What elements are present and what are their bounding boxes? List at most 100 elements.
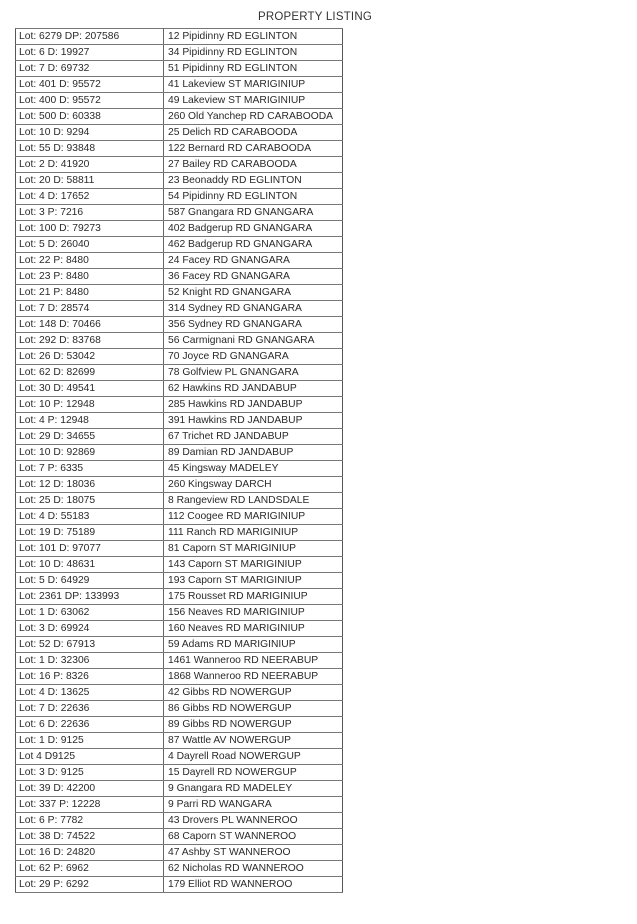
lot-cell: Lot: 38 D: 74522 — [15, 828, 164, 845]
address-cell: 111 Ranch RD MARIGINIUP — [163, 524, 343, 541]
table-row: Lot: 100 D: 79273 402 Badgerup RD GNANGAR… — [15, 220, 343, 237]
lot-cell: Lot: 12 D: 18036 — [15, 476, 164, 493]
table-row: Lot: 38 D: 74522 68 Caporn ST WANNEROO — [15, 828, 343, 845]
address-cell: 179 Elliot RD WANNEROO — [163, 876, 343, 893]
table-row: Lot: 30 D: 49541 62 Hawkins RD JANDABUP — [15, 380, 343, 397]
address-cell: 9 Parri RD WANGARA — [163, 796, 343, 813]
address-cell: 356 Sydney RD GNANGARA — [163, 316, 343, 333]
table-row: Lot: 101 D: 97077 81 Caporn ST MARIGINIUP — [15, 540, 343, 557]
address-cell: 156 Neaves RD MARIGINIUP — [163, 604, 343, 621]
address-cell: 25 Delich RD CARABOODA — [163, 124, 343, 141]
address-cell: 68 Caporn ST WANNEROO — [163, 828, 343, 845]
lot-cell: Lot: 3 D: 69924 — [15, 620, 164, 637]
table-row: Lot: 4 D: 13625 42 Gibbs RD NOWERGUP — [15, 684, 343, 701]
lot-cell: Lot: 4 P: 12948 — [15, 412, 164, 429]
address-cell: 43 Drovers PL WANNEROO — [163, 812, 343, 829]
address-cell: 52 Knight RD GNANGARA — [163, 284, 343, 301]
table-row: Lot: 2 D: 41920 27 Bailey RD CARABOODA — [15, 156, 343, 173]
table-row: Lot: 16 D: 24820 47 Ashby ST WANNEROO — [15, 844, 343, 861]
lot-cell: Lot: 1 D: 63062 — [15, 604, 164, 621]
lot-cell: Lot: 6 D: 19927 — [15, 44, 164, 61]
lot-cell: Lot: 21 P: 8480 — [15, 284, 164, 301]
address-cell: 81 Caporn ST MARIGINIUP — [163, 540, 343, 557]
address-cell: 8 Rangeview RD LANDSDALE — [163, 492, 343, 509]
table-row: Lot: 23 P: 8480 36 Facey RD GNANGARA — [15, 268, 343, 285]
table-row: Lot: 55 D: 93848 122 Bernard RD CARABOODA — [15, 140, 343, 157]
lot-cell: Lot: 29 D: 34655 — [15, 428, 164, 445]
lot-cell: Lot: 55 D: 93848 — [15, 140, 164, 157]
table-row: Lot: 3 P: 7216 587 Gnangara RD GNANGARA — [15, 204, 343, 221]
lot-cell: Lot: 62 P: 6962 — [15, 860, 164, 877]
address-cell: 122 Bernard RD CARABOODA — [163, 140, 343, 157]
lot-cell: Lot: 3 P: 7216 — [15, 204, 164, 221]
address-cell: 285 Hawkins RD JANDABUP — [163, 396, 343, 413]
table-row: Lot: 62 D: 82699 78 Golfview PL GNANGARA — [15, 364, 343, 381]
table-row: Lot: 16 P: 8326 1868 Wanneroo RD NEERABUP — [15, 668, 343, 685]
address-cell: 12 Pipidinny RD EGLINTON — [163, 28, 343, 45]
lot-cell: Lot: 7 D: 69732 — [15, 60, 164, 77]
lot-cell: Lot: 4 D: 13625 — [15, 684, 164, 701]
lot-cell: Lot: 10 D: 92869 — [15, 444, 164, 461]
address-cell: 34 Pipidinny RD EGLINTON — [163, 44, 343, 61]
table-row: Lot: 5 D: 26040 462 Badgerup RD GNANGARA — [15, 236, 343, 253]
lot-cell: Lot: 1 D: 9125 — [15, 732, 164, 749]
lot-cell: Lot: 10 D: 48631 — [15, 556, 164, 573]
address-cell: 67 Trichet RD JANDABUP — [163, 428, 343, 445]
table-row: Lot: 6 D: 19927 34 Pipidinny RD EGLINTON — [15, 44, 343, 61]
table-row: Lot: 7 D: 69732 51 Pipidinny RD EGLINTON — [15, 60, 343, 77]
table-row: Lot: 1 D: 9125 87 Wattle AV NOWERGUP — [15, 732, 343, 749]
address-cell: 45 Kingsway MADELEY — [163, 460, 343, 477]
address-cell: 160 Neaves RD MARIGINIUP — [163, 620, 343, 637]
table-row: Lot: 500 D: 60338 260 Old Yanchep RD CARA… — [15, 108, 343, 125]
address-cell: 62 Hawkins RD JANDABUP — [163, 380, 343, 397]
lot-cell: Lot: 4 D: 55183 — [15, 508, 164, 525]
lot-cell: Lot: 39 D: 42200 — [15, 780, 164, 797]
lot-cell: Lot: 52 D: 67913 — [15, 636, 164, 653]
lot-cell: Lot: 20 D: 58811 — [15, 172, 164, 189]
address-cell: 260 Kingsway DARCH — [163, 476, 343, 493]
page-title: PROPERTY LISTING — [258, 11, 372, 23]
address-cell: 36 Facey RD GNANGARA — [163, 268, 343, 285]
table-row: Lot: 1 D: 63062 156 Neaves RD MARIGINIUP — [15, 604, 343, 621]
table-row: Lot: 19 D: 75189 111 Ranch RD MARIGINIUP — [15, 524, 343, 541]
address-cell: 56 Carmignani RD GNANGARA — [163, 332, 343, 349]
lot-cell: Lot: 7 P: 6335 — [15, 460, 164, 477]
address-cell: 1868 Wanneroo RD NEERABUP — [163, 668, 343, 685]
table-row: Lot: 22 P: 8480 24 Facey RD GNANGARA — [15, 252, 343, 269]
lot-cell: Lot: 26 D: 53042 — [15, 348, 164, 365]
lot-cell: Lot: 16 P: 8326 — [15, 668, 164, 685]
address-cell: 193 Caporn ST MARIGINIUP — [163, 572, 343, 589]
table-row: Lot: 21 P: 8480 52 Knight RD GNANGARA — [15, 284, 343, 301]
table-row: Lot: 4 D: 17652 54 Pipidinny RD EGLINTON — [15, 188, 343, 205]
lot-cell: Lot: 16 D: 24820 — [15, 844, 164, 861]
property-table: Lot: 6279 DP: 207586 12 Pipidinny RD EGLI… — [15, 28, 343, 893]
table-row: Lot: 29 D: 34655 67 Trichet RD JANDABUP — [15, 428, 343, 445]
address-cell: 260 Old Yanchep RD CARABOODA — [163, 108, 343, 125]
address-cell: 42 Gibbs RD NOWERGUP — [163, 684, 343, 701]
lot-cell: Lot: 7 D: 22636 — [15, 700, 164, 717]
table-row: Lot: 4 D: 55183 112 Coogee RD MARIGINIUP — [15, 508, 343, 525]
address-cell: 24 Facey RD GNANGARA — [163, 252, 343, 269]
lot-cell: Lot: 1 D: 32306 — [15, 652, 164, 669]
address-cell: 15 Dayrell RD NOWERGUP — [163, 764, 343, 781]
lot-cell: Lot: 2 D: 41920 — [15, 156, 164, 173]
table-row: Lot: 400 D: 95572 49 Lakeview ST MARIGINI… — [15, 92, 343, 109]
table-row: Lot: 39 D: 42200 9 Gnangara RD MADELEY — [15, 780, 343, 797]
lot-cell: Lot: 29 P: 6292 — [15, 876, 164, 893]
lot-cell: Lot: 400 D: 95572 — [15, 92, 164, 109]
address-cell: 9 Gnangara RD MADELEY — [163, 780, 343, 797]
address-cell: 4 Dayrell Road NOWERGUP — [163, 748, 343, 765]
lot-cell: Lot: 148 D: 70466 — [15, 316, 164, 333]
lot-cell: Lot: 101 D: 97077 — [15, 540, 164, 557]
table-row: Lot: 62 P: 6962 62 Nicholas RD WANNEROO — [15, 860, 343, 877]
table-row: Lot: 3 D: 9125 15 Dayrell RD NOWERGUP — [15, 764, 343, 781]
lot-cell: Lot: 19 D: 75189 — [15, 524, 164, 541]
table-row: Lot: 7 P: 6335 45 Kingsway MADELEY — [15, 460, 343, 477]
table-row: Lot: 10 P: 12948 285 Hawkins RD JANDABUP — [15, 396, 343, 413]
address-cell: 47 Ashby ST WANNEROO — [163, 844, 343, 861]
table-row: Lot: 4 P: 12948 391 Hawkins RD JANDABUP — [15, 412, 343, 429]
table-row: Lot: 20 D: 58811 23 Beonaddy RD EGLINTON — [15, 172, 343, 189]
lot-cell: Lot: 100 D: 79273 — [15, 220, 164, 237]
lot-cell: Lot: 500 D: 60338 — [15, 108, 164, 125]
table-row: Lot: 148 D: 70466 356 Sydney RD GNANGARA — [15, 316, 343, 333]
